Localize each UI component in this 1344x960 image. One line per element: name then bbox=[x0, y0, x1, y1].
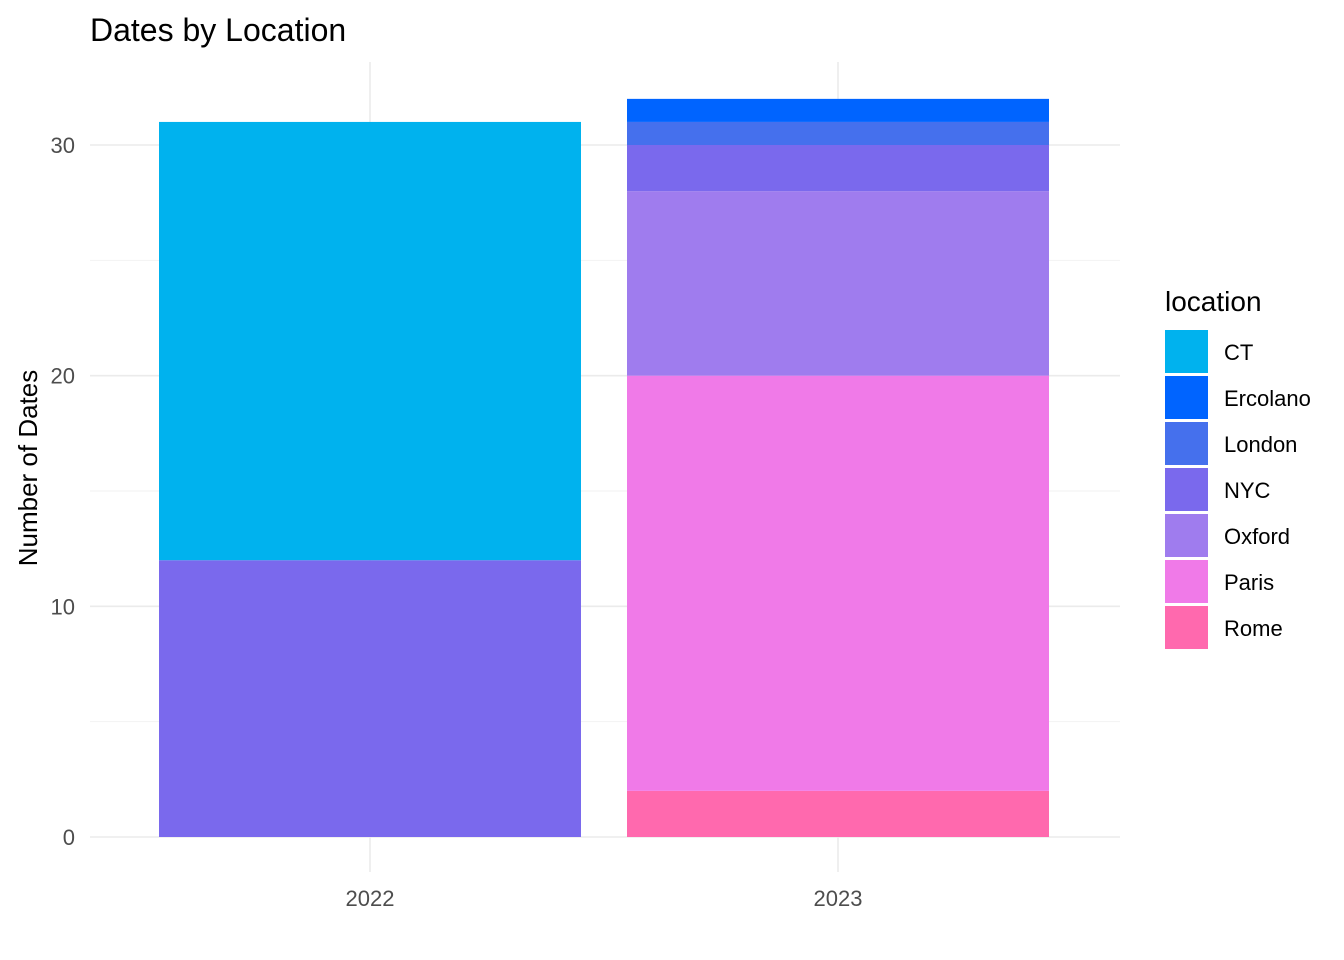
y-axis-title: Number of Dates bbox=[13, 370, 43, 567]
bar-segment-2023-paris bbox=[627, 375, 1049, 791]
legend-key-rome bbox=[1165, 606, 1208, 649]
legend-key-paris bbox=[1165, 560, 1208, 603]
legend-label-rome: Rome bbox=[1224, 616, 1283, 641]
legend-title: location bbox=[1165, 286, 1262, 317]
legend-key-ercolano bbox=[1165, 376, 1208, 419]
legend-key-oxford bbox=[1165, 514, 1208, 557]
legend-key-ct bbox=[1165, 330, 1208, 373]
chart-title: Dates by Location bbox=[90, 12, 346, 48]
bar-segment-2022-ct bbox=[159, 121, 581, 561]
legend-key-nyc bbox=[1165, 468, 1208, 511]
bar-segment-2023-nyc bbox=[627, 145, 1049, 192]
bars bbox=[159, 98, 1049, 837]
x-tick-label: 2022 bbox=[346, 886, 395, 911]
y-axis-ticks: 0 10 20 30 bbox=[51, 133, 75, 850]
legend-label-ercolano: Ercolano bbox=[1224, 386, 1311, 411]
y-tick-label: 30 bbox=[51, 133, 75, 158]
legend-label-oxford: Oxford bbox=[1224, 524, 1290, 549]
legend-key-london bbox=[1165, 422, 1208, 465]
bar-segment-2023-london bbox=[627, 121, 1049, 145]
legend-label-ct: CT bbox=[1224, 340, 1253, 365]
y-tick-label: 10 bbox=[51, 594, 75, 619]
bar-segment-2023-rome bbox=[627, 790, 1049, 837]
legend-label-nyc: NYC bbox=[1224, 478, 1271, 503]
legend-label-london: London bbox=[1224, 432, 1297, 457]
y-tick-label: 0 bbox=[63, 825, 75, 850]
legend: location CT Ercolano London NYC Oxford Paris R… bbox=[1165, 286, 1311, 649]
y-tick-label: 20 bbox=[51, 364, 75, 389]
legend-label-paris: Paris bbox=[1224, 570, 1274, 595]
bar-segment-2023-oxford bbox=[627, 191, 1049, 376]
x-tick-label: 2023 bbox=[814, 886, 863, 911]
bar-segment-2022-nyc bbox=[159, 560, 581, 837]
bar-segment-2023-ercolano bbox=[627, 98, 1049, 122]
x-axis-ticks: 2022 2023 bbox=[346, 886, 863, 911]
